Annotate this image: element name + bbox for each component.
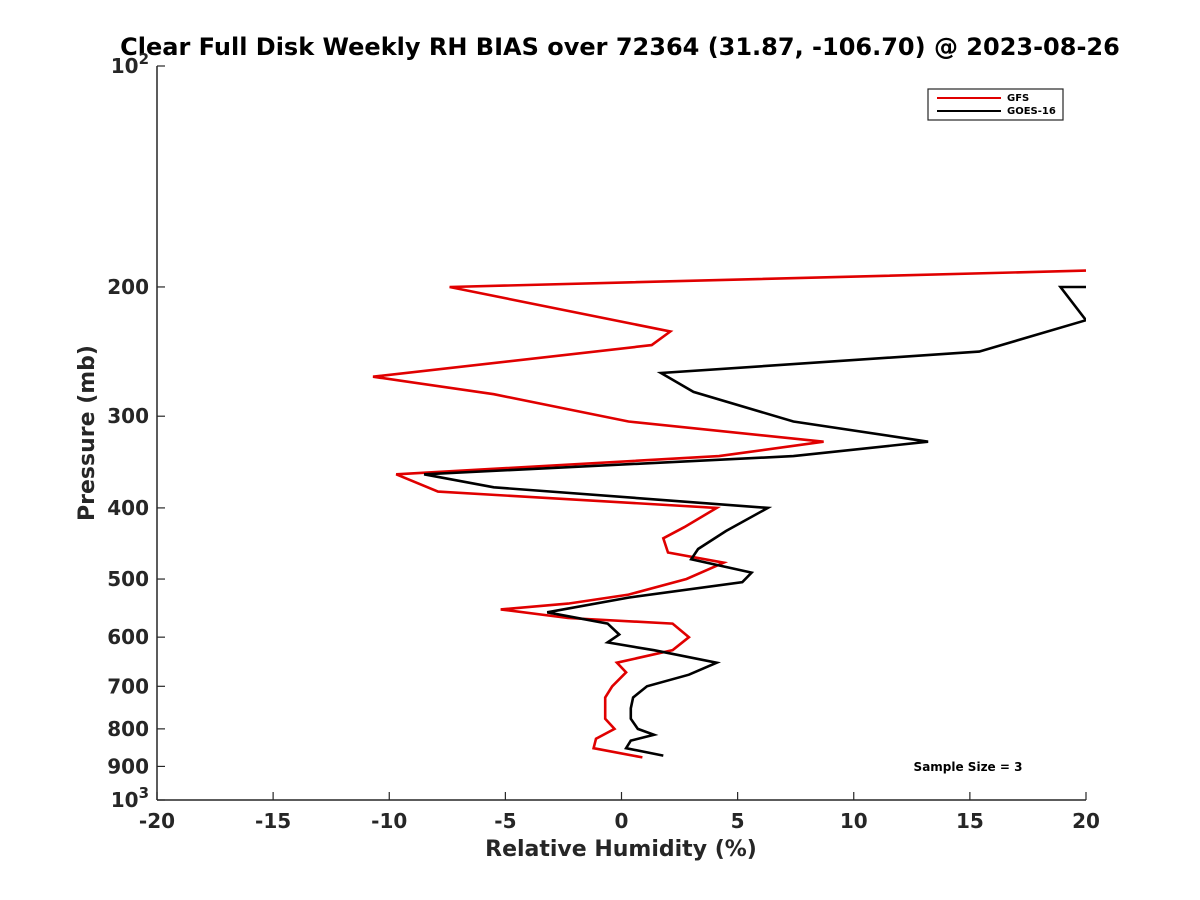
x-tick-label: -5 xyxy=(494,809,516,833)
y-tick-label: 200 xyxy=(107,275,149,299)
series-line-goes16 xyxy=(423,285,1086,757)
x-tick-label: -10 xyxy=(371,809,407,833)
x-tick-label: 15 xyxy=(956,809,984,833)
series-line-gfs xyxy=(372,269,1086,759)
x-tick-label: 5 xyxy=(731,809,745,833)
y-tick-label: 300 xyxy=(107,404,149,428)
x-tick-label: -15 xyxy=(255,809,291,833)
legend-label-goes16: GOES-16 xyxy=(1007,106,1056,117)
legend: GFS GOES-16 xyxy=(927,88,1064,121)
legend-box xyxy=(927,88,1064,121)
series-layer xyxy=(372,269,1086,759)
x-tick-label: 0 xyxy=(615,809,629,833)
x-tick-label: 20 xyxy=(1072,809,1100,833)
y-ticks: 102 200 300 400 500 600 700 800 900 103 xyxy=(107,50,165,812)
y-tick-label: 800 xyxy=(107,717,149,741)
chart-title: Clear Full Disk Weekly RH BIAS over 7236… xyxy=(120,33,1120,61)
sample-size-annotation: Sample Size = 3 xyxy=(914,760,1023,774)
y-tick-label: 400 xyxy=(107,496,149,520)
y-tick-label: 700 xyxy=(107,674,149,698)
x-tick-label: -20 xyxy=(139,809,175,833)
y-axis-label: Pressure (mb) xyxy=(75,345,100,521)
y-tick-label: 600 xyxy=(107,625,149,649)
x-ticks: -20 -15 -10 -5 0 5 10 15 20 xyxy=(139,792,1100,833)
x-tick-label: 10 xyxy=(840,809,868,833)
plot-area: -20 -15 -10 -5 0 5 10 15 20 102 200 300 400 500 600 70… xyxy=(107,50,1100,833)
y-tick-label: 103 xyxy=(111,784,149,812)
y-tick-label: 102 xyxy=(111,50,149,78)
x-axis-label: Relative Humidity (%) xyxy=(485,837,757,862)
legend-label-gfs: GFS xyxy=(1007,93,1029,104)
y-tick-label: 500 xyxy=(107,567,149,591)
y-tick-label: 900 xyxy=(107,754,149,778)
